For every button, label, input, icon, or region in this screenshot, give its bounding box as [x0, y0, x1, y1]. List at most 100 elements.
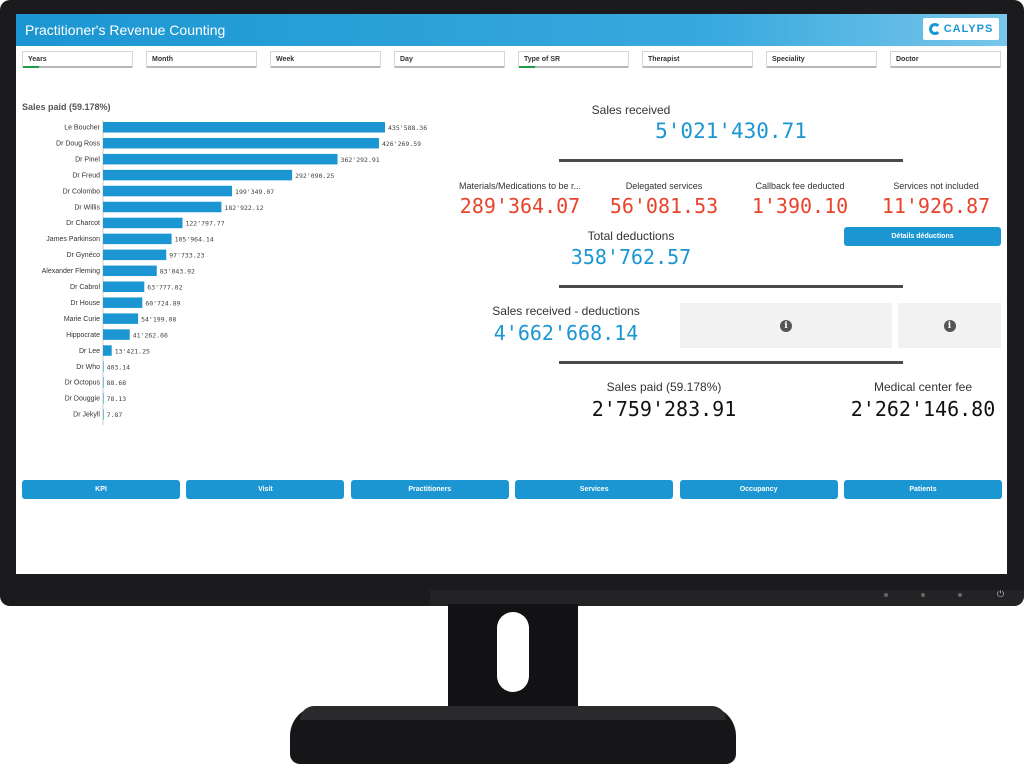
callback-value: 1'390.10 [751, 194, 849, 218]
filter-month[interactable]: Month [146, 51, 257, 68]
delegated-value: 56'081.53 [609, 194, 719, 218]
bar-value-label: 7.87 [107, 411, 123, 419]
bar-value-label: 362'292.91 [341, 156, 380, 164]
bar-value-label: 60'724.89 [145, 299, 180, 307]
medical-center-fee-label: Medical center fee [873, 380, 973, 394]
bar-value-label: 435'588.36 [388, 124, 427, 132]
bar-dr-who[interactable] [103, 361, 104, 372]
info-icon: i [943, 319, 956, 332]
category-label: Dr Cabrol [70, 284, 100, 291]
nav-button-practitioners[interactable]: Practitioners [350, 480, 509, 499]
nav-button-visit[interactable]: Visit [186, 480, 345, 499]
bar-value-label: 403.14 [107, 363, 131, 371]
filter-selection-bar [395, 66, 504, 68]
bar-dr-charcot[interactable] [103, 217, 183, 229]
monitor-button-led [958, 593, 962, 597]
filter-label: Therapist [648, 56, 680, 63]
category-label: Dr Doug Ross [56, 140, 100, 147]
info-box[interactable]: i [898, 303, 1001, 348]
bar-dr-house[interactable] [103, 297, 143, 308]
category-label: Marie Curie [64, 316, 100, 323]
not-included-value: 11'926.87 [881, 194, 991, 218]
logo-text: CALYPS [943, 23, 994, 35]
filter-label: Doctor [896, 56, 919, 63]
bar-james-parkinson[interactable] [103, 233, 172, 245]
not-included-label: Services not included [893, 181, 979, 191]
bar-le-boucher[interactable] [103, 122, 385, 133]
filter-label: Day [400, 56, 413, 63]
bar-dr-douggie[interactable] [103, 393, 104, 404]
divider [559, 285, 903, 288]
monitor-stand-cable-hole [497, 612, 529, 692]
bar-dr-pinel[interactable] [103, 153, 338, 165]
filter-selection-bar [147, 66, 256, 68]
bar-value-label: 88.68 [107, 379, 127, 387]
filter-therapist[interactable]: Therapist [642, 51, 753, 68]
nav-button-occupancy[interactable]: Occupancy [679, 480, 838, 499]
bar-hippocrate[interactable] [103, 329, 130, 340]
bar-value-label: 105'964.14 [175, 236, 214, 244]
filter-selected-indicator [23, 66, 39, 68]
chart-title: Sales paid (59.178%) [22, 102, 111, 112]
category-label: Dr Gynéco [67, 252, 101, 259]
filter-label: Week [276, 56, 295, 63]
bar-dr-willis[interactable] [103, 201, 222, 213]
category-label: Alexander Fleming [42, 268, 100, 275]
filter-label: Month [152, 56, 173, 63]
bar-alexander-fleming[interactable] [103, 265, 157, 277]
medical-center-fee-value: 2'262'146.80 [850, 397, 996, 421]
total-deductions-label: Total deductions [587, 229, 675, 243]
bar-value-label: 63'777.02 [147, 284, 182, 292]
nav-button-patients[interactable]: Patients [844, 480, 1002, 499]
logo-mark-icon [928, 23, 941, 35]
bar-value-label: 41'262.66 [133, 331, 168, 339]
filter-years[interactable]: Years [22, 51, 133, 68]
monitor-button-led [884, 593, 888, 597]
filter-selection-bar [767, 66, 876, 68]
filter-day[interactable]: Day [394, 51, 505, 68]
received-minus-deductions-label: Sales received - deductions [492, 304, 640, 318]
filter-week[interactable]: Week [270, 51, 381, 68]
nav-button-services[interactable]: Services [515, 480, 674, 499]
filter-label: Speciality [772, 56, 805, 63]
bar-dr-freud[interactable] [103, 169, 293, 181]
screen: Practitioner's Revenue Counting CALYPS Y… [16, 14, 1007, 574]
bar-dr-octopus[interactable] [103, 377, 104, 388]
power-icon: ⏻ [997, 589, 1005, 599]
bar-dr-lee[interactable] [103, 345, 112, 356]
filter-label: Type of SR [524, 56, 561, 63]
bar-dr-jekyll[interactable] [103, 409, 104, 420]
bar-dr-doug-ross[interactable] [103, 137, 379, 149]
calyps-logo: CALYPS [923, 18, 999, 40]
category-label: Dr Lee [79, 348, 100, 355]
nav-button-kpi[interactable]: KPI [22, 480, 180, 499]
monitor-stand-base-top [300, 706, 726, 720]
category-label: Dr Charcot [66, 220, 100, 227]
bar-value-label: 97'733.23 [169, 252, 204, 260]
monitor-button-led [921, 593, 925, 597]
info-icon: i [780, 319, 792, 332]
bar-value-label: 182'922.12 [224, 204, 263, 212]
info-box[interactable]: i [680, 303, 892, 348]
category-label: James Parkinson [46, 236, 100, 243]
total-deductions-value: 358'762.57 [570, 245, 692, 269]
filter-type-of-sr[interactable]: Type of SR [518, 51, 629, 68]
filter-doctor[interactable]: Doctor [890, 51, 1001, 68]
bar-dr-gyn-co[interactable] [103, 249, 167, 261]
sales-paid-value: 2'759'283.91 [591, 397, 737, 421]
bar-dr-colombo[interactable] [103, 185, 233, 197]
filter-speciality[interactable]: Speciality [766, 51, 877, 68]
delegated-label: Delegated services [625, 181, 703, 191]
details-deductions-button[interactable]: Détails déductions [844, 227, 1001, 246]
bar-dr-cabrol[interactable] [103, 281, 145, 293]
app-title: Practitioner's Revenue Counting [25, 22, 226, 38]
bar-value-label: 122'797.77 [185, 220, 224, 228]
filter-selection-bar [23, 66, 132, 68]
received-minus-deductions-value: 4'662'668.14 [493, 321, 639, 345]
materials-value: 289'364.07 [459, 194, 581, 218]
category-label: Dr Who [76, 364, 100, 371]
bar-marie-curie[interactable] [103, 313, 139, 324]
callback-label: Callback fee deducted [755, 181, 845, 191]
filter-label: Years [28, 56, 47, 63]
bar-value-label: 13'421.25 [115, 347, 150, 355]
